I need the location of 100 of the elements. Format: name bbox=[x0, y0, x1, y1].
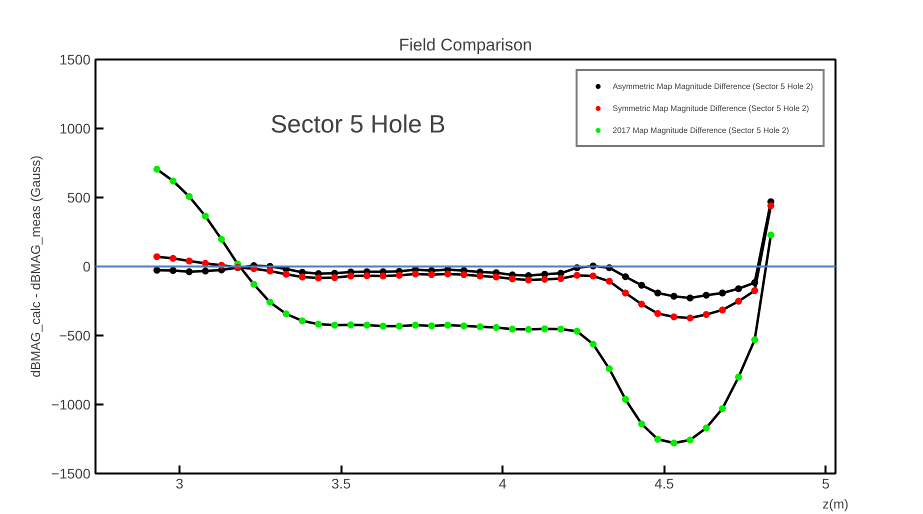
point bbox=[557, 326, 564, 333]
y-tick-label: −1500 bbox=[51, 466, 91, 482]
point bbox=[492, 273, 500, 280]
point bbox=[170, 267, 177, 274]
point bbox=[170, 254, 177, 262]
point bbox=[363, 322, 370, 329]
point bbox=[218, 236, 226, 243]
legend-label: Asymmetric Map Magnitude Difference (Sector 5 Hole 2) bbox=[612, 81, 813, 91]
point bbox=[654, 436, 662, 443]
point bbox=[735, 285, 742, 292]
x-axis-title: z(m) bbox=[822, 496, 849, 512]
point bbox=[476, 323, 484, 330]
point bbox=[314, 274, 322, 282]
point bbox=[622, 273, 629, 280]
point bbox=[638, 300, 646, 308]
y-tick-label: 1500 bbox=[59, 52, 91, 68]
point bbox=[638, 282, 646, 289]
point bbox=[525, 326, 532, 333]
point bbox=[590, 272, 597, 280]
point bbox=[686, 294, 694, 302]
point bbox=[702, 292, 710, 299]
point bbox=[460, 322, 468, 330]
x-tick-label: 3 bbox=[176, 476, 184, 492]
point bbox=[702, 311, 710, 318]
point bbox=[767, 202, 774, 210]
point bbox=[460, 271, 468, 278]
point bbox=[363, 272, 370, 280]
point bbox=[508, 275, 516, 282]
point bbox=[767, 232, 774, 239]
x-tick-label: 5 bbox=[822, 476, 830, 492]
point bbox=[654, 310, 662, 318]
point bbox=[718, 306, 726, 314]
point bbox=[670, 440, 678, 446]
point bbox=[686, 314, 694, 322]
point bbox=[186, 257, 193, 264]
point bbox=[622, 396, 629, 403]
point bbox=[153, 266, 160, 274]
point bbox=[412, 322, 419, 329]
point bbox=[492, 324, 500, 331]
point bbox=[508, 326, 516, 333]
point bbox=[702, 424, 710, 432]
point bbox=[718, 290, 726, 296]
point bbox=[670, 313, 678, 320]
point bbox=[573, 328, 580, 335]
x-tick-label: 4.5 bbox=[654, 476, 674, 492]
point bbox=[331, 274, 338, 282]
y-tick-label: −1000 bbox=[51, 396, 91, 412]
point bbox=[282, 270, 290, 278]
point bbox=[396, 322, 403, 330]
point bbox=[153, 253, 160, 260]
point bbox=[735, 374, 742, 381]
x-tick-label: 3.5 bbox=[331, 476, 352, 492]
point bbox=[541, 325, 548, 332]
point bbox=[686, 436, 694, 444]
point bbox=[396, 272, 403, 279]
point bbox=[718, 405, 726, 412]
point bbox=[476, 272, 484, 280]
legend-label: Symmetric Map Magnitude Difference (Sector 5 Hole 2) bbox=[612, 103, 809, 113]
point bbox=[380, 322, 387, 330]
point bbox=[428, 322, 436, 330]
point bbox=[428, 271, 436, 278]
y-tick-label: 1000 bbox=[59, 120, 91, 136]
point bbox=[347, 272, 354, 280]
point bbox=[735, 298, 742, 305]
y-axis-title: dBMAG_calc - dBMAG_meas (Gauss) bbox=[28, 156, 44, 378]
x-tick-label: 4 bbox=[498, 476, 507, 492]
point bbox=[573, 272, 580, 279]
point bbox=[444, 270, 452, 278]
chart-title: Field Comparison bbox=[398, 36, 532, 54]
point bbox=[331, 322, 338, 329]
point bbox=[412, 270, 419, 278]
y-tick-label: −500 bbox=[58, 328, 91, 344]
point bbox=[282, 310, 290, 318]
point bbox=[153, 166, 160, 173]
point bbox=[541, 276, 548, 283]
point bbox=[202, 212, 209, 220]
point bbox=[186, 268, 193, 276]
point bbox=[298, 317, 306, 324]
point bbox=[751, 336, 758, 344]
point bbox=[638, 420, 646, 428]
point bbox=[622, 290, 629, 296]
point bbox=[298, 273, 306, 280]
point bbox=[266, 298, 274, 306]
point bbox=[170, 177, 177, 184]
point bbox=[590, 340, 597, 348]
annotation: Sector 5 Hole B bbox=[270, 110, 446, 138]
point bbox=[314, 320, 322, 328]
point bbox=[250, 280, 258, 288]
point bbox=[266, 268, 274, 275]
legend-label: 2017 Map Magnitude Difference (Sector 5 Hole 2) bbox=[612, 125, 790, 135]
y-tick-label: 500 bbox=[67, 190, 91, 206]
point bbox=[347, 321, 354, 328]
point bbox=[202, 268, 209, 275]
point bbox=[525, 276, 532, 284]
point bbox=[670, 292, 678, 300]
point bbox=[444, 322, 452, 329]
point bbox=[606, 365, 613, 372]
point bbox=[606, 278, 613, 285]
y-tick-label: 0 bbox=[82, 258, 91, 274]
point bbox=[751, 287, 758, 294]
